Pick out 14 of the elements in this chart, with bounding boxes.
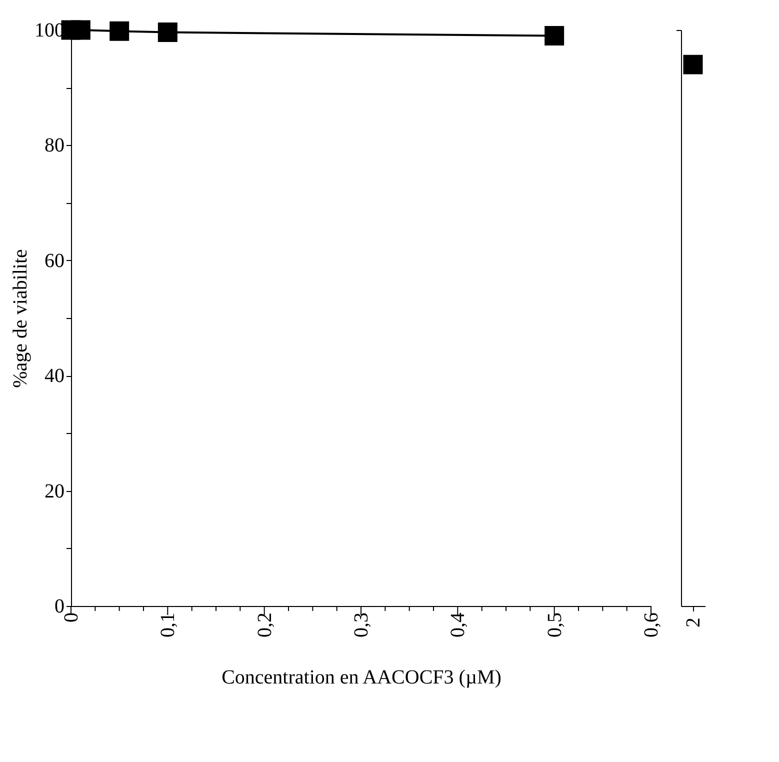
x-tick-label: 0,4 bbox=[447, 612, 470, 638]
x-tick-label: 0,3 bbox=[350, 612, 372, 638]
x-tick-label: 0 bbox=[60, 612, 82, 622]
y-tick-label: 60 bbox=[44, 250, 64, 272]
x-tick-label: 0,1 bbox=[157, 612, 180, 638]
x-axis-title: Concentration en AACOCF3 (µM) bbox=[222, 666, 502, 688]
x-tick-label: 0,6 bbox=[640, 612, 662, 638]
x-tick-label: 2 bbox=[682, 618, 704, 628]
y-axis-title: %age de viabilite bbox=[10, 248, 32, 388]
y-tick-label: 20 bbox=[44, 480, 64, 502]
y-tick-label: 80 bbox=[44, 134, 64, 157]
y-tick-label: 40 bbox=[44, 365, 64, 388]
x-tick-label: 0,5 bbox=[544, 612, 566, 638]
x-tick-label: 0,2 bbox=[254, 612, 276, 638]
